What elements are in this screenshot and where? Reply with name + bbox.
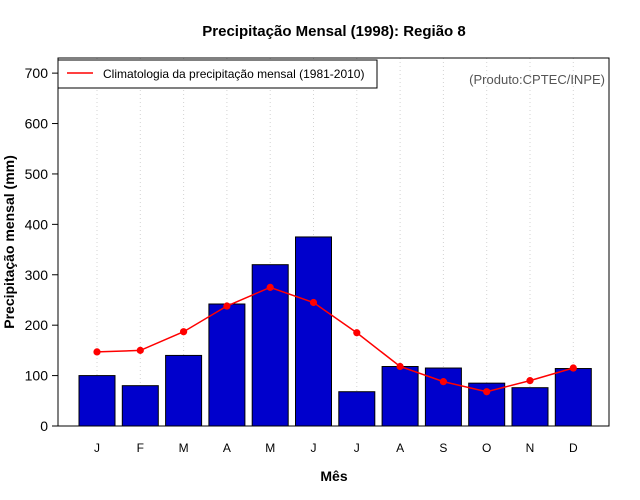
climatology-point-5	[266, 283, 274, 291]
legend: Climatologia da precipitação mensal (198…	[57, 59, 378, 89]
bar-8	[381, 366, 419, 427]
y-tick-label: 400	[25, 216, 49, 232]
bar-11	[511, 387, 549, 427]
climatology-line	[93, 283, 577, 396]
chart-title: Precipitação Mensal (1998): Região 8	[202, 23, 465, 40]
bar-7	[338, 391, 376, 427]
x-tick-label: D	[569, 441, 578, 455]
x-tick-label: J	[311, 441, 317, 455]
y-tick-label: 0	[40, 418, 48, 434]
y-axis-label: Precipitação mensal (mm)	[1, 155, 17, 329]
climatology-point-7	[353, 329, 361, 337]
climatology-point-1	[93, 348, 101, 356]
x-tick-label: A	[396, 441, 404, 455]
y-tick-label: 500	[25, 166, 49, 182]
bar-12	[554, 368, 592, 427]
climatology-point-11	[526, 377, 534, 385]
bar-6	[295, 236, 332, 427]
y-tick-label: 200	[25, 317, 49, 333]
climatology-point-3	[180, 328, 188, 336]
climatology-point-4	[223, 302, 231, 310]
bar-2	[121, 385, 159, 427]
x-tick-label: M	[179, 441, 189, 455]
bars	[78, 236, 592, 427]
climatology-point-2	[136, 346, 144, 354]
x-tick-label: A	[223, 441, 231, 455]
climatology-point-10	[483, 388, 491, 396]
x-tick-label: F	[137, 441, 144, 455]
plot-frame	[57, 57, 610, 427]
y-tick-label: 100	[25, 368, 49, 384]
x-tick-label: O	[482, 441, 491, 455]
climatology-line-path	[96, 286, 574, 393]
climatology-point-12	[569, 364, 577, 372]
x-tick-label: M	[265, 441, 275, 455]
y-tick-label: 300	[25, 267, 49, 283]
y-tick-label: 600	[25, 116, 49, 132]
bar-4	[208, 303, 246, 427]
x-tick-label: S	[439, 441, 447, 455]
x-tick-label: N	[526, 441, 535, 455]
climatology-point-8	[396, 362, 404, 371]
y-tick-label: 700	[25, 65, 49, 81]
y-axis: 0 100 200 300 400 500 600 700	[25, 65, 58, 434]
x-tick-label: J	[354, 441, 360, 455]
climatology-point-9	[439, 378, 447, 386]
x-tick-label: J	[94, 441, 100, 455]
credit-text: (Produto:CPTEC/INPE)	[469, 72, 605, 87]
x-axis-label: Mês	[320, 468, 347, 484]
climatology-point-6	[309, 298, 318, 307]
legend-label: Climatologia da precipitação mensal (198…	[103, 67, 364, 81]
bar-3	[165, 354, 203, 427]
legend-box	[57, 59, 378, 89]
bar-1	[78, 375, 116, 427]
